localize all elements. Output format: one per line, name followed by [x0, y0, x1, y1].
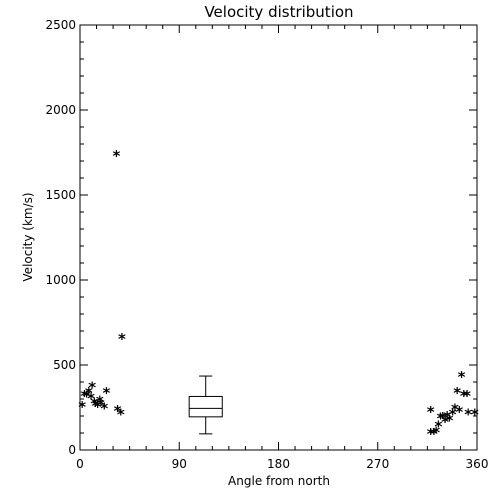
- data-point: *: [441, 413, 449, 431]
- data-point: *: [96, 393, 104, 411]
- data-points: ************************************: [78, 147, 479, 443]
- data-point: *: [78, 398, 86, 416]
- data-point: *: [427, 425, 435, 443]
- y-tick-label: 500: [53, 358, 76, 372]
- data-point: *: [92, 397, 100, 415]
- data-point: *: [432, 423, 440, 441]
- data-point: *: [458, 368, 466, 386]
- x-axis-tick-labels: 0 90 180 270 360: [76, 457, 488, 471]
- x-axis-title: Angle from north: [228, 474, 330, 488]
- y-tick-label: 0: [68, 443, 76, 457]
- data-point: *: [443, 408, 451, 426]
- data-point: *: [463, 387, 471, 405]
- boxplot-box: [188, 395, 223, 418]
- y-axis-title: Velocity (km/s): [21, 192, 35, 281]
- data-point: *: [451, 400, 459, 418]
- data-point: *: [449, 405, 457, 423]
- data-point: *: [112, 147, 120, 165]
- data-point: *: [427, 403, 435, 421]
- boxplot: [188, 375, 223, 435]
- x-tick-label: 0: [76, 457, 84, 471]
- y-tick-label: 1500: [45, 188, 76, 202]
- y-tick-label: 2500: [45, 18, 76, 32]
- plot-frame: [79, 24, 478, 451]
- data-point: *: [100, 400, 108, 418]
- y-tick-label: 1000: [45, 273, 76, 287]
- data-point: *: [88, 378, 96, 396]
- data-point: *: [460, 387, 468, 405]
- chart-title: Velocity distribution: [204, 3, 353, 21]
- data-point: *: [80, 387, 88, 405]
- x-tick-label: 360: [466, 457, 489, 471]
- data-point: *: [118, 330, 126, 348]
- data-point: *: [464, 405, 472, 423]
- data-point: *: [446, 411, 454, 429]
- x-axis-ticks: [79, 25, 478, 450]
- y-axis-ticks: [80, 24, 477, 451]
- data-point: *: [87, 389, 95, 407]
- data-point: *: [97, 396, 105, 414]
- y-axis-tick-labels: 0 500 1000 1500 2000 2500: [45, 18, 76, 457]
- data-point: *: [85, 384, 93, 402]
- data-point: *: [455, 403, 463, 421]
- x-tick-label: 180: [267, 457, 290, 471]
- data-point: *: [90, 394, 98, 412]
- data-point: *: [453, 384, 461, 402]
- data-point: *: [439, 409, 447, 427]
- data-point: *: [114, 402, 122, 420]
- data-point: *: [430, 425, 438, 443]
- data-point: *: [434, 417, 442, 435]
- data-point: *: [437, 410, 445, 428]
- x-tick-label: 270: [366, 457, 389, 471]
- y-tick-label: 2000: [45, 103, 76, 117]
- data-point: *: [94, 398, 102, 416]
- data-point: *: [83, 388, 91, 406]
- data-point: *: [471, 405, 479, 423]
- x-tick-label: 90: [172, 457, 187, 471]
- data-point: *: [103, 384, 111, 402]
- data-point: *: [117, 405, 125, 423]
